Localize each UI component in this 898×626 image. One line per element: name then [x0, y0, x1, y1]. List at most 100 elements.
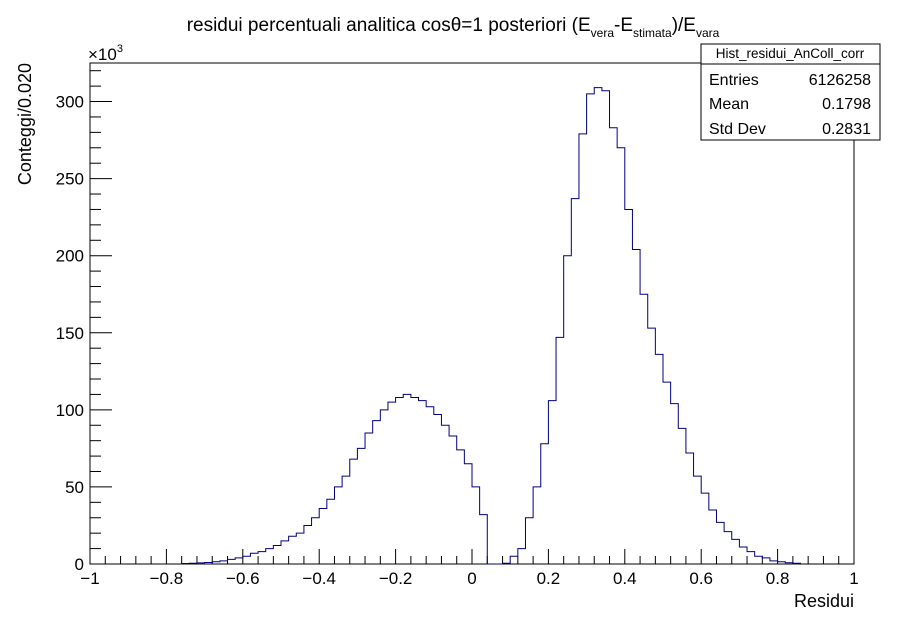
histogram-bin: [197, 563, 205, 564]
y-axis-label: Conteggi/0.020: [15, 63, 35, 185]
axis-ticks: [89, 70, 855, 565]
histogram-bin: [480, 515, 488, 564]
stats-stddev-value: 0.2831: [822, 121, 871, 138]
histogram-bin: [770, 561, 778, 564]
stats-box: Hist_residui_AnColl_corr Entries 6126258…: [700, 43, 881, 141]
histogram-bin: [334, 487, 342, 564]
histogram-bin: [403, 394, 411, 564]
x-tick-label: 0.6: [689, 569, 713, 588]
y-tick-label: 150: [56, 324, 84, 343]
histogram-bins: [182, 88, 801, 564]
histogram-bin: [205, 562, 213, 564]
histogram-bin: [350, 459, 358, 564]
histogram-bin: [762, 558, 770, 564]
title-sub-vera: vera: [591, 26, 615, 40]
histogram-bin: [289, 536, 297, 564]
stats-mean-value: 0.1798: [822, 96, 871, 113]
y-multiplier-base: ×10: [88, 45, 117, 64]
x-tick-label: 0.4: [613, 569, 637, 588]
stats-entries-value: 6126258: [809, 72, 871, 89]
histogram-bin: [220, 561, 228, 564]
histogram-bin: [457, 450, 465, 564]
histogram-bin: [273, 546, 281, 564]
histogram-bin: [212, 562, 220, 564]
x-tick-label: 1: [849, 569, 858, 588]
x-axis-label: Residui: [794, 591, 854, 611]
histogram-bin: [724, 532, 732, 564]
histogram-bin: [579, 134, 587, 564]
histogram-bin: [678, 428, 686, 564]
histogram-bin: [373, 421, 381, 564]
histogram-bin: [587, 94, 595, 564]
y-multiplier-exp: 3: [117, 43, 123, 55]
histogram-bin: [434, 414, 442, 564]
histogram-bin: [709, 510, 717, 564]
histogram-bin: [365, 433, 373, 564]
histogram-bin: [602, 91, 610, 564]
histogram-bin: [296, 533, 304, 564]
histogram-bin: [556, 337, 564, 564]
title-mid: -E: [614, 15, 633, 36]
histogram-bin: [732, 539, 740, 564]
title-sub-stimata: stimata: [633, 26, 672, 40]
histogram-bin: [266, 549, 274, 564]
histogram-bin: [396, 398, 404, 564]
histogram-bin: [235, 558, 243, 564]
histogram-bin: [533, 487, 541, 564]
y-tick-label: 0: [75, 555, 84, 574]
histogram-bin: [655, 354, 663, 564]
histogram-bin: [778, 562, 786, 564]
histogram-bin: [716, 522, 724, 564]
title-sub-vara: vara: [696, 26, 720, 40]
histogram-bin: [243, 556, 251, 564]
stats-stddev-label: Std Dev: [709, 121, 766, 138]
histogram-bin: [663, 382, 671, 564]
histogram-bin: [281, 541, 289, 564]
histogram-bin: [357, 448, 365, 564]
x-tick-label: −0.4: [302, 569, 336, 588]
histogram-bin: [258, 552, 266, 564]
histogram-bin: [426, 407, 434, 564]
histogram-bin: [250, 553, 258, 564]
histogram-bin: [441, 425, 449, 564]
histogram-bin: [785, 563, 793, 564]
x-tick-label: 0.8: [766, 569, 790, 588]
histogram-bin: [472, 487, 480, 564]
histogram-bin: [747, 552, 755, 564]
histogram-bin: [648, 328, 656, 564]
histogram-bin: [632, 250, 640, 564]
histogram-bin: [449, 436, 457, 564]
histogram-bin: [571, 199, 579, 564]
histogram-bin: [525, 518, 533, 564]
chart-title: residui percentuali analitica cosθ=1 pos…: [187, 15, 720, 40]
y-tick-label: 300: [56, 93, 84, 112]
histogram-bin: [686, 453, 694, 564]
y-tick-label: 200: [56, 247, 84, 266]
y-tick-label: 50: [65, 478, 84, 497]
y-tick-label: 250: [56, 170, 84, 189]
histogram-bin: [518, 549, 526, 564]
x-tick-label: 0.2: [537, 569, 561, 588]
histogram-bin: [388, 402, 396, 564]
histogram-bin: [228, 559, 236, 564]
histogram-bin: [625, 209, 633, 564]
histogram-bin: [411, 398, 419, 564]
title-main: residui percentuali analitica cosθ=1 pos…: [187, 15, 591, 36]
stats-entries-label: Entries: [709, 72, 759, 89]
title-end: )/E: [672, 15, 696, 36]
histogram-bin: [327, 499, 335, 564]
x-tick-label: 0: [467, 569, 476, 588]
x-tick-label: −0.8: [150, 569, 184, 588]
histogram-bin: [610, 128, 618, 564]
stats-box-title: Hist_residui_AnColl_corr: [716, 46, 865, 61]
histogram-bin: [342, 476, 350, 564]
stats-mean-label: Mean: [709, 96, 749, 113]
histogram-bin: [701, 493, 709, 564]
histogram-bin: [380, 410, 388, 564]
histogram-bin: [464, 464, 472, 564]
axis-tick-labels: −1 −0.8 −0.6 −0.4 −0.2 0 0.2 0.4 0.6 0.8 1 0 50 100 15…: [56, 93, 859, 588]
x-tick-label: −1: [80, 569, 99, 588]
histogram-bin: [793, 563, 801, 564]
histogram-bin: [304, 525, 312, 564]
histogram-bin: [541, 444, 549, 564]
